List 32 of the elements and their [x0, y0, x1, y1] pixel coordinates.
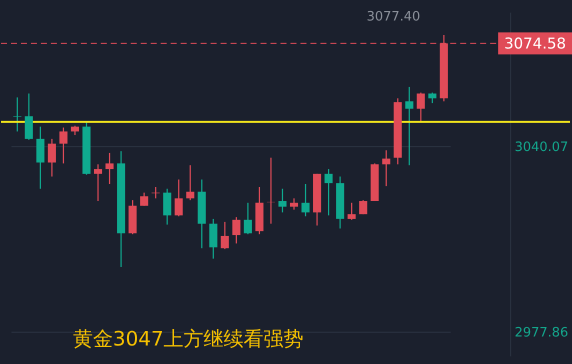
candlestick — [59, 126, 68, 164]
candlestick — [13, 96, 22, 132]
candlestick — [290, 198, 298, 210]
candlestick — [324, 168, 333, 216]
candlestick — [416, 92, 425, 122]
candlestick — [94, 164, 102, 202]
candlestick — [232, 216, 240, 244]
candlestick — [48, 138, 56, 178]
candlestick — [220, 221, 229, 250]
candlestick — [152, 186, 160, 199]
candlestick — [244, 202, 252, 235]
annotation: 黄金3047上方继续看强势 — [72, 326, 304, 351]
candlestick — [24, 92, 33, 140]
candlestick — [405, 86, 414, 166]
y-tick-label: 3040.07 — [514, 140, 568, 155]
candlestick — [140, 192, 148, 206]
candlestick — [209, 218, 218, 260]
candlestick — [348, 202, 356, 220]
candlestick — [163, 188, 172, 226]
candlestick — [174, 178, 183, 217]
candlestick — [186, 164, 194, 201]
candlestick — [359, 200, 368, 215]
annotation: 3077.40 — [366, 9, 420, 24]
ref-line-label: 3074.58 — [504, 34, 566, 52]
candlestick — [36, 126, 44, 190]
candlestick — [428, 92, 436, 104]
y-tick-label: 2977.86 — [514, 326, 568, 341]
candlestick — [106, 152, 114, 185]
candlestick — [278, 188, 287, 213]
candlestick — [70, 125, 79, 136]
candlestick — [301, 183, 310, 217]
candlestick — [382, 150, 390, 187]
